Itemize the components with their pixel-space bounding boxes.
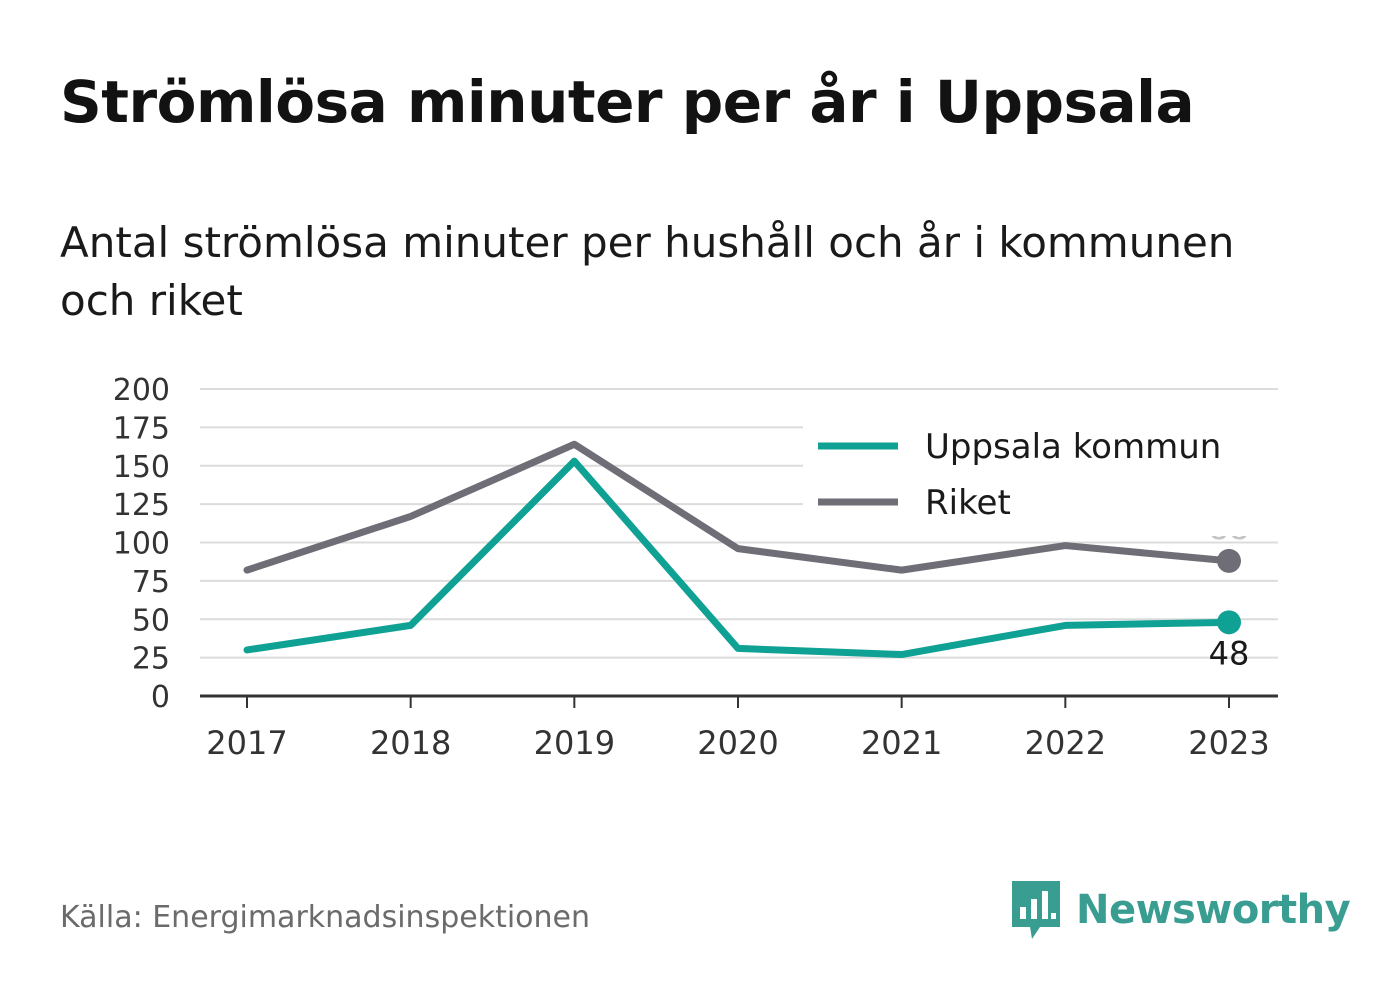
y-tick-label: 125 <box>113 488 170 523</box>
x-tick-label: 2017 <box>206 724 287 762</box>
legend-label: Riket <box>925 483 1011 523</box>
newsworthy-logo-icon <box>1012 881 1060 939</box>
series-line-riket <box>243 440 1233 574</box>
legend-background <box>803 418 1278 536</box>
y-tick-label: 175 <box>113 411 170 446</box>
x-axis: 2017 2018 2019 2020 2021 2022 2023 <box>200 694 1278 762</box>
y-tick-label: 100 <box>113 527 170 562</box>
x-tick-label: 2021 <box>861 724 942 762</box>
x-tick-label: 2022 <box>1025 724 1106 762</box>
end-value-label: 48 <box>1209 634 1250 672</box>
gridlines <box>200 388 1278 659</box>
x-tick-label: 2019 <box>534 724 615 762</box>
series-line-uppsala <box>243 457 1233 659</box>
brand-name: Newsworthy <box>1076 887 1351 933</box>
y-tick-label: 25 <box>132 642 170 677</box>
y-tick-label: 200 <box>113 373 170 408</box>
y-tick-label: 0 <box>151 680 170 715</box>
end-point-riket <box>1217 548 1241 573</box>
end-point-uppsala <box>1217 610 1241 635</box>
source-note: Källa: Energimarknadsinspektionen <box>60 900 591 935</box>
x-tick-label: 2023 <box>1188 724 1269 762</box>
x-tick-label: 2020 <box>697 724 778 762</box>
y-tick-label: 50 <box>132 603 170 638</box>
y-tick-label: 75 <box>132 565 170 600</box>
x-tick-label: 2018 <box>370 724 451 762</box>
legend-label: Uppsala kommun <box>925 427 1221 467</box>
chart-title: Strömlösa minuter per år i Uppsala <box>60 68 1195 136</box>
brand-logo: Newsworthy <box>1010 878 1351 942</box>
y-tick-label: 150 <box>113 450 170 485</box>
legend: Uppsala kommun Riket <box>803 418 1278 536</box>
chart-subtitle: Antal strömlösa minuter per hushåll och … <box>60 218 1235 325</box>
